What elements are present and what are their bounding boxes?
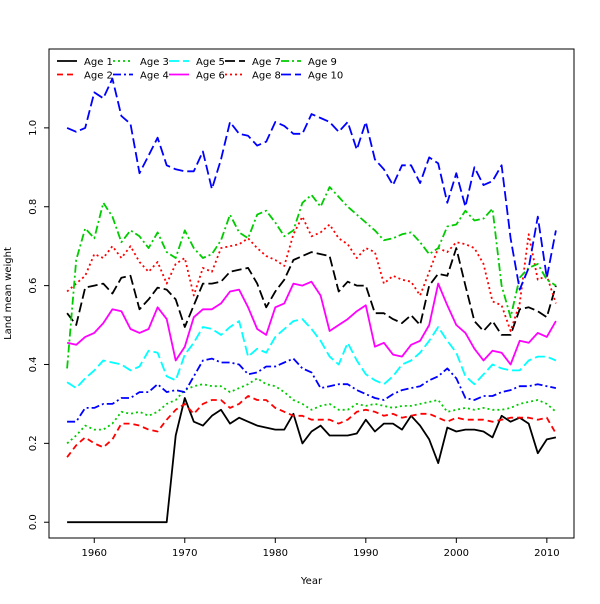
- x-tick-label: 2000: [444, 548, 469, 559]
- legend-label: Age 10: [308, 71, 343, 82]
- legend-label: Age 2: [84, 71, 113, 82]
- y-tick-label: 0.2: [28, 435, 39, 451]
- y-tick-label: 0.8: [28, 199, 39, 215]
- legend-label: Age 3: [140, 57, 169, 68]
- legend-label: Age 9: [308, 57, 337, 68]
- x-axis-title: Year: [300, 576, 323, 587]
- y-axis-title: Land mean weight: [3, 247, 14, 340]
- legend-label: Age 7: [252, 57, 281, 68]
- y-tick-label: 1.0: [28, 120, 39, 136]
- x-tick-label: 1990: [353, 548, 378, 559]
- legend-label: Age 5: [196, 57, 225, 68]
- legend-label: Age 1: [84, 57, 113, 68]
- x-tick-label: 1970: [172, 548, 197, 559]
- y-tick-label: 0.4: [28, 357, 39, 373]
- y-tick-label: 0.0: [28, 514, 39, 530]
- x-tick-label: 1960: [82, 548, 107, 559]
- y-tick-label: 0.6: [28, 278, 39, 294]
- legend-label: Age 6: [196, 71, 225, 82]
- x-tick-label: 1980: [263, 548, 288, 559]
- x-tick-label: 2010: [534, 548, 559, 559]
- legend-label: Age 4: [140, 71, 169, 82]
- legend-label: Age 8: [252, 71, 281, 82]
